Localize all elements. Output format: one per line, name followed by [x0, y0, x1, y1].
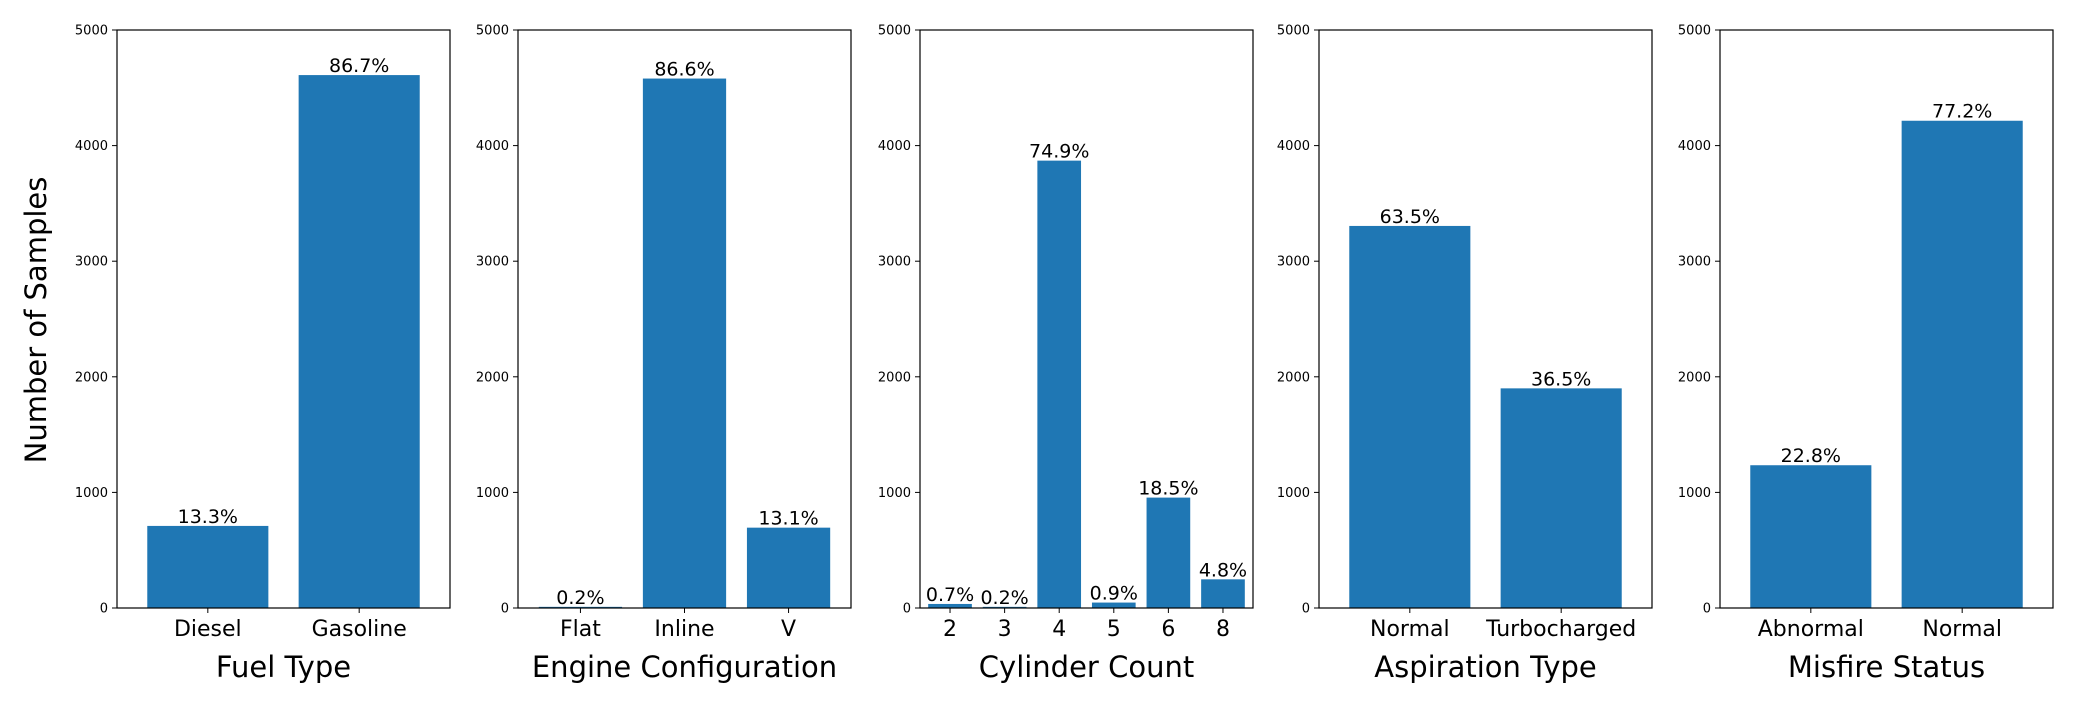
cylinder-count-bar-label: 0.9% — [1090, 583, 1138, 605]
cylinder-count-ytick-label: 2000 — [878, 370, 911, 385]
engine-configuration-bar-label: 86.6% — [654, 59, 714, 81]
engine-configuration-bar-inline — [642, 78, 727, 608]
misfire-status-axes-frame — [1719, 29, 2054, 609]
engine-configuration-category-label: V — [781, 617, 796, 642]
cylinder-count-category-label: 3 — [998, 617, 1012, 642]
misfire-status-ytick-label: 3000 — [1678, 255, 1711, 270]
aspiration-type-bar-label: 63.5% — [1380, 206, 1440, 228]
fuel-type-category-label: Diesel — [174, 617, 242, 642]
misfire-status-bar-normal — [1901, 120, 2023, 608]
misfire-status-category-label: Abnormal — [1758, 617, 1864, 642]
aspiration-type-ytick-label: 2000 — [1277, 370, 1310, 385]
cylinder-count-category-label: 4 — [1052, 617, 1066, 642]
fuel-type-ytick-label: 0 — [100, 602, 108, 617]
aspiration-type-category-label: Normal — [1370, 617, 1450, 642]
misfire-status-bar-label: 22.8% — [1781, 445, 1841, 467]
fuel-type-ytick-label: 3000 — [75, 255, 108, 270]
aspiration-type-bar-label: 36.5% — [1531, 368, 1591, 390]
aspiration-type-category-label: Turbocharged — [1485, 617, 1636, 642]
cylinder-count-ytick-label: 5000 — [878, 24, 911, 39]
cylinder-count-bar-label: 0.7% — [926, 584, 974, 606]
engine-configuration-category-label: Flat — [560, 617, 601, 642]
engine-configuration-ytick-label: 1000 — [476, 486, 509, 501]
engine-configuration-ytick-label: 0 — [501, 602, 509, 617]
cylinder-count-category-label: 6 — [1161, 617, 1175, 642]
misfire-status-xlabel: Misfire Status — [1788, 650, 1985, 684]
aspiration-type-ytick-label: 5000 — [1277, 24, 1310, 39]
engine-configuration-ytick-label: 4000 — [476, 139, 509, 154]
cylinder-count-bar-8 — [1201, 579, 1245, 608]
cylinder-count-bar-5 — [1091, 602, 1136, 608]
aspiration-type-axes-frame — [1318, 29, 1653, 609]
cylinder-count-bar-6 — [1146, 497, 1191, 608]
cylinder-count-category-label: 2 — [943, 617, 957, 642]
aspiration-type-bar-turbocharged — [1500, 388, 1622, 608]
cylinder-count-ytick-label: 4000 — [878, 139, 911, 154]
fuel-type-bar-diesel — [147, 525, 269, 608]
engine-configuration-ytick-label: 5000 — [476, 24, 509, 39]
misfire-status-category-label: Normal — [1922, 617, 2002, 642]
engine-configuration-bar-label: 0.2% — [556, 587, 604, 609]
misfire-status-ytick-label: 2000 — [1678, 370, 1711, 385]
cylinder-count-bar-2 — [928, 603, 972, 608]
aspiration-type-ytick-label: 3000 — [1277, 255, 1310, 270]
engine-configuration-xlabel: Engine Configuration — [532, 650, 837, 684]
misfire-status-ytick-label: 4000 — [1678, 139, 1711, 154]
fuel-type-ytick-label: 2000 — [75, 370, 108, 385]
cylinder-count-bar-label: 18.5% — [1138, 478, 1198, 500]
cylinder-count-bar-4 — [1037, 160, 1082, 609]
cylinder-count-axes-frame — [919, 29, 1254, 609]
misfire-status-ytick-label: 1000 — [1678, 486, 1711, 501]
cylinder-count-category-label: 5 — [1107, 617, 1121, 642]
cylinder-count-bar-label: 74.9% — [1029, 141, 1089, 163]
figure-ylabel: Number of Samples — [19, 177, 53, 464]
cylinder-count-ytick-label: 1000 — [878, 486, 911, 501]
engine-configuration-bar-label: 13.1% — [758, 508, 818, 530]
aspiration-type-xlabel: Aspiration Type — [1374, 650, 1596, 684]
fuel-type-xlabel: Fuel Type — [216, 650, 351, 684]
aspiration-type-bar-normal — [1349, 225, 1471, 608]
aspiration-type-ytick-label: 1000 — [1277, 486, 1310, 501]
aspiration-type-ytick-label: 0 — [1302, 602, 1310, 617]
fuel-type-bar-gasoline — [298, 75, 420, 609]
misfire-status-ytick-label: 5000 — [1678, 24, 1711, 39]
engine-configuration-ytick-label: 3000 — [476, 255, 509, 270]
aspiration-type-ytick-label: 4000 — [1277, 139, 1310, 154]
cylinder-count-bar-label: 4.8% — [1199, 559, 1247, 581]
cylinder-count-bar-label: 0.2% — [980, 587, 1028, 609]
fuel-type-category-label: Gasoline — [312, 617, 407, 642]
fuel-type-ytick-label: 4000 — [75, 139, 108, 154]
fuel-type-bar-label: 13.3% — [178, 506, 238, 528]
cylinder-count-ytick-label: 3000 — [878, 255, 911, 270]
fuel-type-ytick-label: 1000 — [75, 486, 108, 501]
fuel-type-axes-frame — [116, 29, 451, 609]
misfire-status-ytick-label: 0 — [1703, 602, 1711, 617]
misfire-status-bar-label: 77.2% — [1932, 101, 1992, 123]
engine-configuration-bar-v — [746, 527, 831, 608]
fuel-type-ytick-label: 5000 — [75, 24, 108, 39]
cylinder-count-xlabel: Cylinder Count — [979, 650, 1194, 684]
engine-configuration-ytick-label: 2000 — [476, 370, 509, 385]
cylinder-count-ytick-label: 0 — [903, 602, 911, 617]
fuel-type-bar-label: 86.7% — [329, 55, 389, 77]
cylinder-count-category-label: 8 — [1216, 617, 1230, 642]
engine-configuration-category-label: Inline — [654, 617, 714, 642]
misfire-status-bar-abnormal — [1750, 465, 1872, 608]
engine-configuration-axes-frame — [517, 29, 852, 609]
